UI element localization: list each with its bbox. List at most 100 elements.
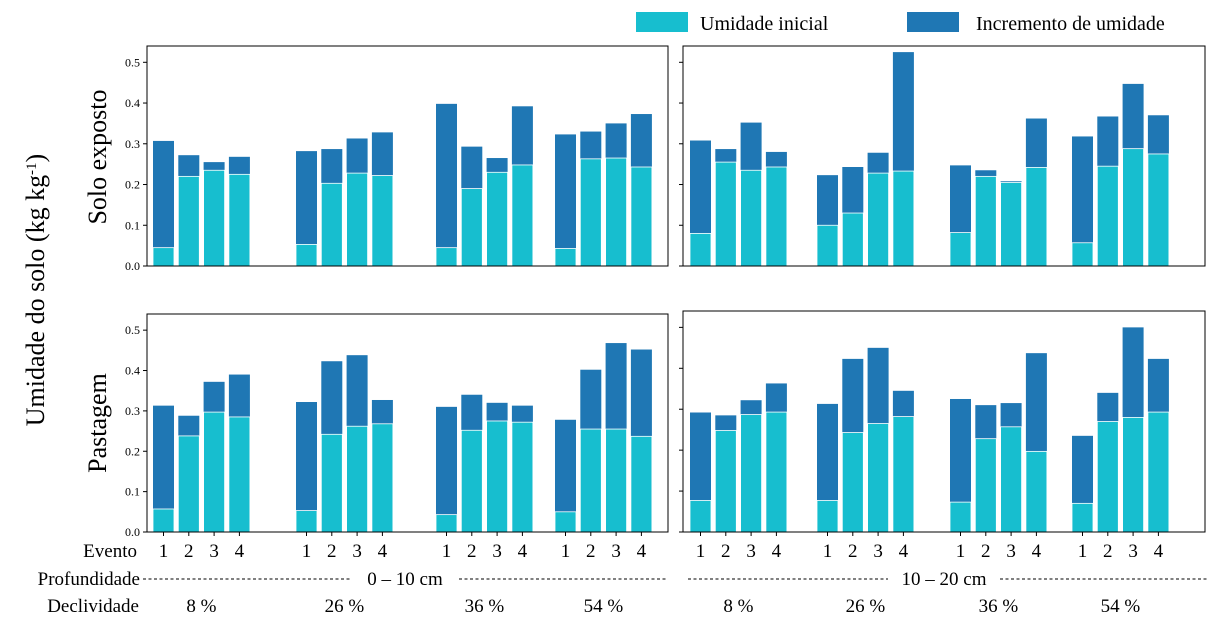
bar-increment xyxy=(436,103,457,248)
bar-initial xyxy=(460,188,483,267)
bar-increment xyxy=(1072,136,1093,243)
bar-initial xyxy=(554,248,577,267)
slope-label: 26 % xyxy=(846,596,886,617)
y-tick-label: 0.3 xyxy=(125,137,140,151)
legend-label-increment: Incremento de umidade xyxy=(976,13,1165,35)
event-tick-label: 4 xyxy=(518,541,528,562)
event-tick-label: 2 xyxy=(848,541,858,562)
bar-initial xyxy=(689,500,712,533)
slope-label: 54 % xyxy=(584,596,624,617)
event-tick-label: 2 xyxy=(467,541,477,562)
bar-increment xyxy=(1147,358,1169,413)
bar-initial xyxy=(228,173,251,267)
event-tick-label: 3 xyxy=(492,541,502,562)
event-tick-label: 4 xyxy=(772,541,782,562)
bar-increment xyxy=(1122,327,1144,418)
bar-increment xyxy=(842,167,864,214)
bar-initial xyxy=(152,247,175,267)
bar-initial xyxy=(1025,167,1048,267)
bar-initial xyxy=(486,420,509,533)
bar-increment xyxy=(153,405,174,509)
bar-increment xyxy=(1000,181,1022,183)
bar-initial xyxy=(511,421,534,533)
bar-initial xyxy=(714,430,737,533)
y-tick-label: 0.3 xyxy=(125,404,140,418)
bar-increment xyxy=(486,158,508,173)
event-tick-label: 1 xyxy=(442,541,452,562)
bar-increment xyxy=(765,151,787,167)
y-axis-title-superscript: -1 xyxy=(24,162,40,175)
slope-label: 36 % xyxy=(465,596,505,617)
event-tick-label: 1 xyxy=(696,541,706,562)
event-tick-label: 2 xyxy=(184,541,194,562)
bar-initial xyxy=(867,423,889,533)
bar-increment xyxy=(296,402,317,511)
bar-initial xyxy=(177,175,200,267)
y-tick-label: 0.5 xyxy=(125,323,140,337)
bar-increment xyxy=(371,132,393,176)
event-tick-label: 3 xyxy=(746,541,756,562)
bar-initial xyxy=(295,510,318,533)
bar-increment xyxy=(178,155,200,177)
bar-increment xyxy=(371,399,393,424)
event-tick-label: 1 xyxy=(1078,541,1088,562)
bar-initial xyxy=(177,435,200,533)
event-tick-label: 1 xyxy=(956,541,966,562)
event-tick-label: 2 xyxy=(1103,541,1113,562)
bar-initial xyxy=(1096,165,1119,267)
bar-increment xyxy=(867,347,889,424)
bar-increment xyxy=(740,122,762,171)
bar-increment xyxy=(321,361,343,435)
event-tick-label: 2 xyxy=(721,541,731,562)
y-tick-label: 0.4 xyxy=(125,96,140,110)
bar-increment xyxy=(580,131,602,159)
bar-initial xyxy=(1000,426,1022,533)
bar-increment xyxy=(1072,435,1093,504)
depth-row: 0 – 10 cm 10 – 20 cm xyxy=(143,569,1208,590)
event-tick-label: 4 xyxy=(1154,541,1164,562)
bar-increment xyxy=(228,374,250,417)
bar-initial xyxy=(765,166,788,267)
event-tick-label: 1 xyxy=(823,541,833,562)
bar-initial xyxy=(346,425,369,533)
bar-initial xyxy=(435,247,458,267)
y-tick-label: 0.4 xyxy=(125,364,140,378)
bar-increment xyxy=(867,152,889,174)
bar-initial xyxy=(1096,421,1119,533)
bar-increment xyxy=(605,343,627,430)
event-tick-label: 2 xyxy=(586,541,596,562)
bar-initial xyxy=(816,500,839,533)
bar-increment xyxy=(346,355,368,427)
event-tick-label: 1 xyxy=(159,541,169,562)
bar-increment xyxy=(203,381,225,413)
event-tick-label: 4 xyxy=(1032,541,1042,562)
bar-increment xyxy=(892,52,914,172)
bar-initial xyxy=(511,164,534,267)
bar-initial xyxy=(1122,417,1144,533)
y-tick-label: 0.2 xyxy=(125,444,140,458)
bar-initial xyxy=(228,416,251,533)
panel-frame xyxy=(682,45,1206,267)
bar-increment xyxy=(1147,115,1169,154)
bar-increment xyxy=(346,138,368,174)
event-tick-label: 2 xyxy=(981,541,991,562)
bar-increment xyxy=(950,398,971,503)
bar-increment xyxy=(950,165,971,233)
bar-initial xyxy=(371,175,394,267)
bar-initial xyxy=(949,232,972,267)
bar-initial xyxy=(605,157,627,267)
bar-initial xyxy=(605,428,627,533)
bar-increment xyxy=(892,390,914,417)
panel-frame xyxy=(146,45,669,267)
bar-initial xyxy=(346,172,369,267)
bar-initial xyxy=(949,501,972,533)
bar-initial xyxy=(203,411,226,533)
profundidade-label: Profundidade xyxy=(38,569,140,590)
bar-increment xyxy=(715,415,737,431)
bar-initial xyxy=(579,428,602,533)
bar-increment xyxy=(975,170,997,177)
depth-label-0-10: 0 – 10 cm xyxy=(367,569,443,590)
bar-increment xyxy=(842,358,864,433)
